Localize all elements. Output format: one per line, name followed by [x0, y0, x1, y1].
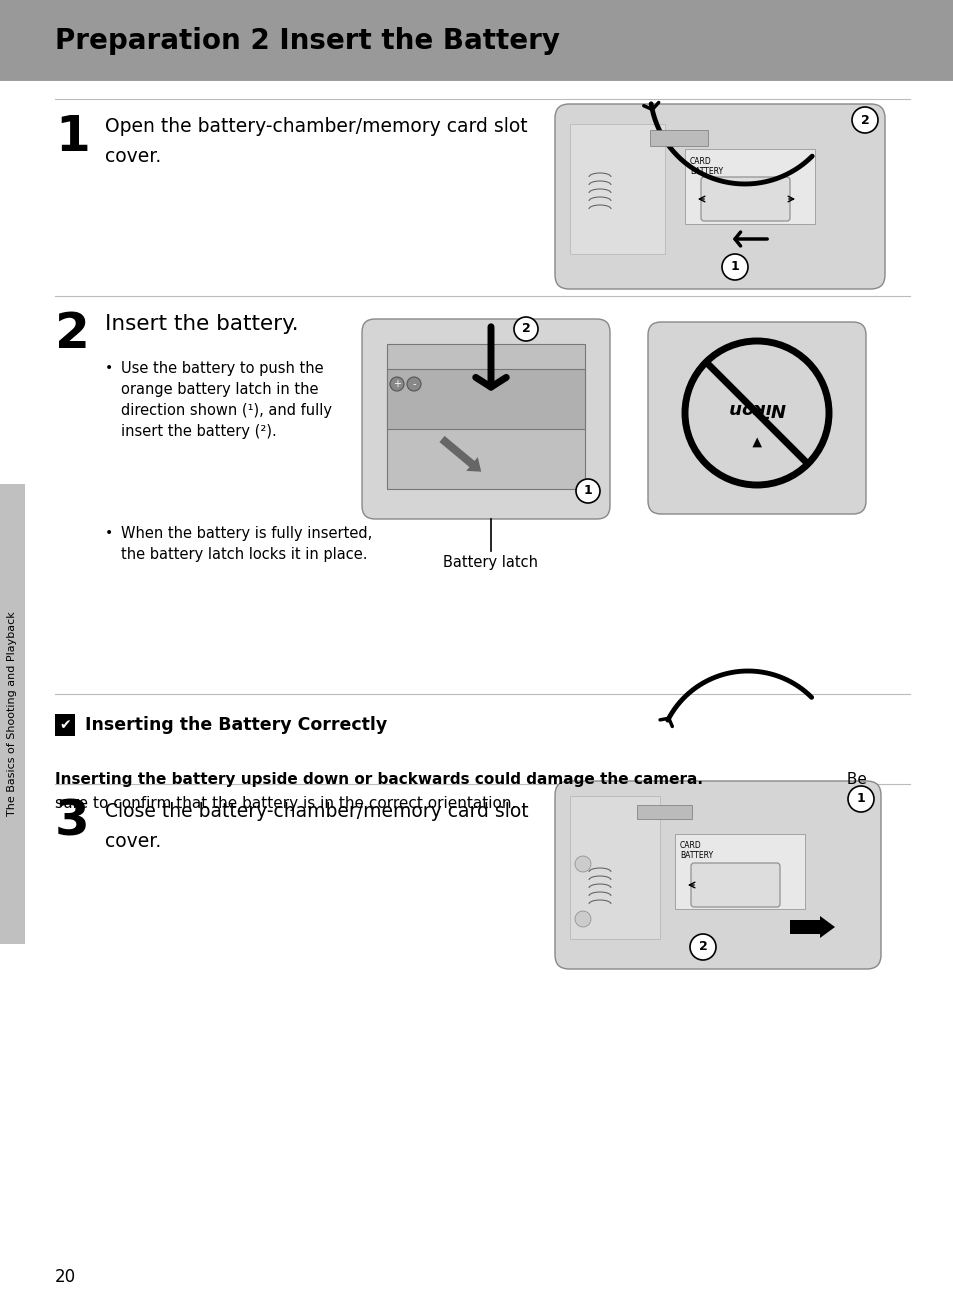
Bar — [562, 112, 876, 281]
Text: 2: 2 — [698, 941, 706, 954]
Text: 2: 2 — [860, 113, 868, 126]
Text: ▼: ▼ — [751, 435, 761, 448]
Circle shape — [689, 934, 716, 961]
Circle shape — [576, 480, 599, 503]
Bar — [55, 714, 75, 736]
Circle shape — [575, 855, 590, 872]
Text: ✔: ✔ — [59, 717, 71, 732]
Circle shape — [721, 254, 747, 280]
Text: cover.: cover. — [105, 832, 161, 851]
Text: +: + — [393, 378, 400, 389]
Bar — [649, 130, 707, 146]
Bar — [569, 124, 664, 254]
FancyBboxPatch shape — [555, 104, 884, 289]
Text: Preparation 2 Insert the Battery: Preparation 2 Insert the Battery — [55, 28, 559, 55]
Text: Inserting the Battery Correctly: Inserting the Battery Correctly — [85, 716, 387, 735]
Bar — [387, 369, 584, 428]
Text: Battery latch: Battery latch — [443, 555, 537, 570]
Text: •: • — [105, 361, 113, 374]
Text: •: • — [105, 526, 113, 540]
Bar — [0, 484, 25, 943]
Text: When the battery is fully inserted,
the battery latch locks it in place.: When the battery is fully inserted, the … — [121, 526, 372, 562]
Bar — [387, 344, 584, 489]
FancyBboxPatch shape — [647, 322, 865, 514]
Text: sure to confirm that the battery is in the correct orientation.: sure to confirm that the battery is in t… — [55, 796, 516, 811]
Circle shape — [847, 786, 873, 812]
Circle shape — [851, 106, 877, 133]
Text: 1: 1 — [856, 792, 864, 805]
FancyBboxPatch shape — [700, 177, 789, 221]
Text: 1: 1 — [583, 485, 592, 498]
Text: Inserting the battery upside down or backwards could damage the camera.: Inserting the battery upside down or bac… — [55, 773, 702, 787]
Bar — [675, 834, 804, 909]
Text: Insert the battery.: Insert the battery. — [105, 314, 298, 334]
Text: 1: 1 — [730, 260, 739, 273]
Text: cover.: cover. — [105, 147, 161, 166]
Text: 1: 1 — [55, 113, 90, 162]
FancyBboxPatch shape — [555, 781, 880, 968]
Text: Be: Be — [841, 773, 866, 787]
Bar — [0, 0, 953, 81]
Text: 2: 2 — [55, 310, 90, 357]
Bar — [569, 796, 659, 940]
FancyArrow shape — [789, 916, 834, 938]
Text: CARD
BATTERY: CARD BATTERY — [679, 841, 713, 861]
Text: Use the battery to push the
orange battery latch in the
direction shown (¹), and: Use the battery to push the orange batte… — [121, 361, 332, 439]
Bar — [684, 148, 814, 223]
FancyBboxPatch shape — [361, 319, 609, 519]
Text: Open the battery-chamber/memory card slot: Open the battery-chamber/memory card slo… — [105, 117, 527, 137]
Text: 2: 2 — [521, 322, 530, 335]
Circle shape — [575, 911, 590, 926]
Text: 20: 20 — [55, 1268, 76, 1286]
FancyArrow shape — [439, 436, 480, 472]
Text: -: - — [412, 378, 416, 389]
Circle shape — [514, 317, 537, 342]
FancyBboxPatch shape — [690, 863, 780, 907]
Text: Nikon: Nikon — [727, 399, 785, 417]
Text: CARD
BATTERY: CARD BATTERY — [689, 156, 722, 176]
Text: Close the battery-chamber/memory card slot: Close the battery-chamber/memory card sl… — [105, 802, 528, 821]
Circle shape — [390, 377, 403, 392]
Text: 3: 3 — [55, 798, 90, 846]
Bar — [637, 805, 691, 819]
Text: The Basics of Shooting and Playback: The Basics of Shooting and Playback — [7, 611, 17, 816]
Circle shape — [407, 377, 420, 392]
